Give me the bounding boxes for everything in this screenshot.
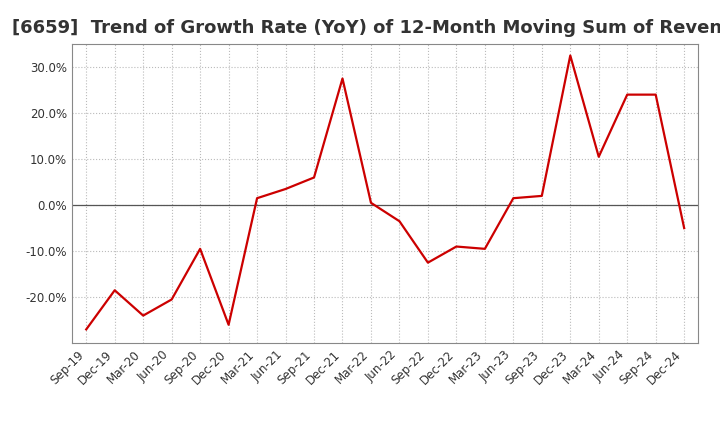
Title: [6659]  Trend of Growth Rate (YoY) of 12-Month Moving Sum of Revenues: [6659] Trend of Growth Rate (YoY) of 12-…	[12, 19, 720, 37]
